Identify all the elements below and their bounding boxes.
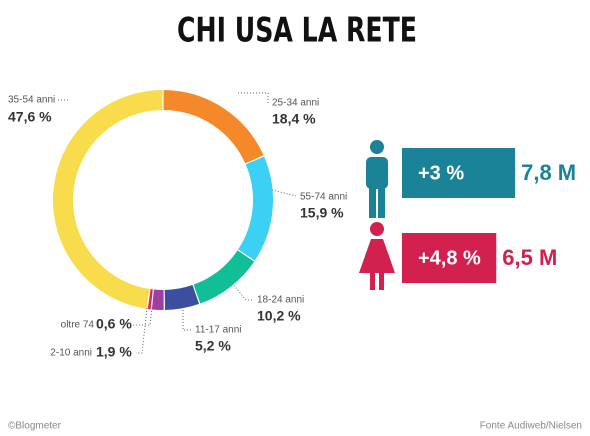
segment-name: oltre 74 bbox=[61, 320, 95, 331]
segment-name: 11-17 anni bbox=[195, 325, 242, 336]
segment-value: 15,9 % bbox=[300, 205, 344, 221]
source: Fonte Audiweb/Nielsen bbox=[480, 421, 582, 432]
value-label: 6,5 M bbox=[502, 245, 557, 270]
male-icon bbox=[366, 140, 388, 218]
segment-value: 18,4 % bbox=[272, 111, 316, 127]
segment-value: 47,6 % bbox=[8, 109, 52, 125]
donut-segment bbox=[193, 250, 255, 304]
donut-segment bbox=[151, 289, 164, 310]
growth-label: +4,8 % bbox=[418, 247, 481, 269]
segment-name: 18-24 anni bbox=[257, 295, 304, 306]
segment-value: 1,9 % bbox=[96, 344, 132, 360]
donut-segment bbox=[53, 90, 163, 309]
leaders bbox=[58, 92, 297, 354]
donut-segment bbox=[237, 156, 273, 261]
bar bbox=[402, 148, 516, 198]
credit: ©Blogmeter bbox=[8, 421, 62, 432]
segment-value: 0,6 % bbox=[96, 316, 132, 332]
segment-value: 10,2 % bbox=[257, 308, 301, 324]
female-icon bbox=[359, 222, 395, 290]
segment-value: 5,2 % bbox=[195, 338, 231, 354]
segment-name: 25-34 anni bbox=[272, 98, 319, 109]
segment-name: 55-74 anni bbox=[300, 192, 347, 203]
donut-segment bbox=[164, 284, 200, 310]
growth-label: +3 % bbox=[418, 162, 464, 184]
donut-segment bbox=[163, 90, 264, 164]
bar bbox=[402, 233, 497, 283]
value-label: 7,8 M bbox=[521, 160, 576, 185]
segment-name: 35-54 anni bbox=[8, 95, 55, 106]
title: CHI USA LA RETE bbox=[177, 11, 417, 51]
segment-name: 2-10 anni bbox=[50, 348, 92, 359]
